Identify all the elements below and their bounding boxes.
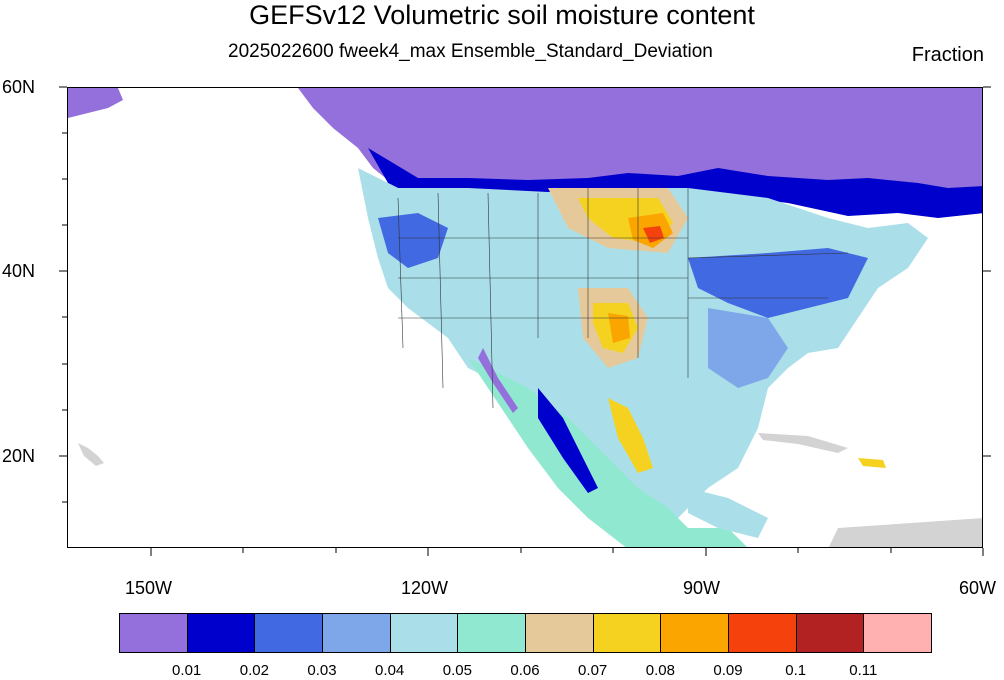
texas-orange bbox=[608, 313, 630, 343]
colorbar-tick-label: 0.06 bbox=[510, 662, 540, 679]
colorbar-swatch bbox=[728, 613, 797, 653]
colorbar-tick-label: 0.02 bbox=[239, 662, 269, 679]
baja-region bbox=[478, 348, 518, 413]
west-blue bbox=[378, 213, 448, 268]
lon-label-90w: 90W bbox=[683, 578, 721, 598]
mexico-region bbox=[468, 358, 747, 547]
map-panel bbox=[67, 87, 983, 548]
colorbar-tick-label: 0.08 bbox=[645, 662, 675, 679]
cuba-island bbox=[758, 433, 848, 453]
colorbar-swatch bbox=[795, 613, 865, 653]
plains-hotspot bbox=[643, 226, 664, 243]
mexico-west-blue bbox=[538, 388, 598, 493]
colorbar-tick-label: 0.05 bbox=[442, 662, 472, 679]
east-blue bbox=[688, 248, 868, 318]
colorbar bbox=[119, 613, 932, 653]
border-band bbox=[368, 148, 982, 218]
south-america-coast bbox=[828, 518, 982, 547]
colorbar-tick-label: 0.03 bbox=[307, 662, 337, 679]
alaska-region bbox=[68, 88, 123, 118]
colorbar-tick-label: 0.11 bbox=[849, 662, 878, 679]
colorbar-swatch bbox=[863, 613, 932, 653]
map-canvas bbox=[68, 88, 982, 547]
chart-subtitle: 2025022600 fweek4_max Ensemble_Standard_… bbox=[228, 41, 713, 62]
colorbar-tick-label: 0.09 bbox=[713, 662, 743, 679]
colorbar-swatch bbox=[525, 613, 594, 653]
colorbar-swatch bbox=[592, 613, 662, 653]
colorbar-swatch bbox=[254, 613, 323, 653]
units-label: Fraction bbox=[911, 44, 984, 66]
colorbar-swatch bbox=[322, 613, 391, 653]
colorbar-tick-label: 0.04 bbox=[375, 662, 405, 679]
southeast-light bbox=[708, 308, 788, 388]
colorbar-swatch bbox=[389, 613, 459, 653]
hispaniola-island bbox=[858, 458, 886, 468]
lon-label-120w: 120W bbox=[401, 578, 449, 598]
lat-label-60n: 60N bbox=[2, 77, 36, 97]
colorbar-swatch bbox=[119, 613, 188, 653]
hawaii-islands bbox=[78, 443, 104, 466]
state-boundaries bbox=[397, 188, 849, 409]
mexico-yellow bbox=[608, 398, 653, 473]
lat-label-40n: 40N bbox=[2, 261, 36, 281]
colorbar-tick-label: 0.07 bbox=[578, 662, 608, 679]
colorbar-tick-label: 0.1 bbox=[785, 662, 807, 679]
colorbar-swatch bbox=[660, 613, 729, 653]
lat-label-20n: 20N bbox=[2, 446, 36, 466]
lon-label-60w: 60W bbox=[959, 578, 997, 598]
colorbar-swatch bbox=[457, 613, 526, 653]
lon-label-150w: 150W bbox=[125, 578, 173, 598]
chart-title: GEFSv12 Volumetric soil moisture content bbox=[249, 0, 755, 30]
colorbar-tick-label: 0.01 bbox=[172, 662, 202, 679]
canada-region bbox=[298, 88, 982, 198]
colorbar-swatch bbox=[186, 613, 256, 653]
central-america bbox=[688, 488, 768, 538]
